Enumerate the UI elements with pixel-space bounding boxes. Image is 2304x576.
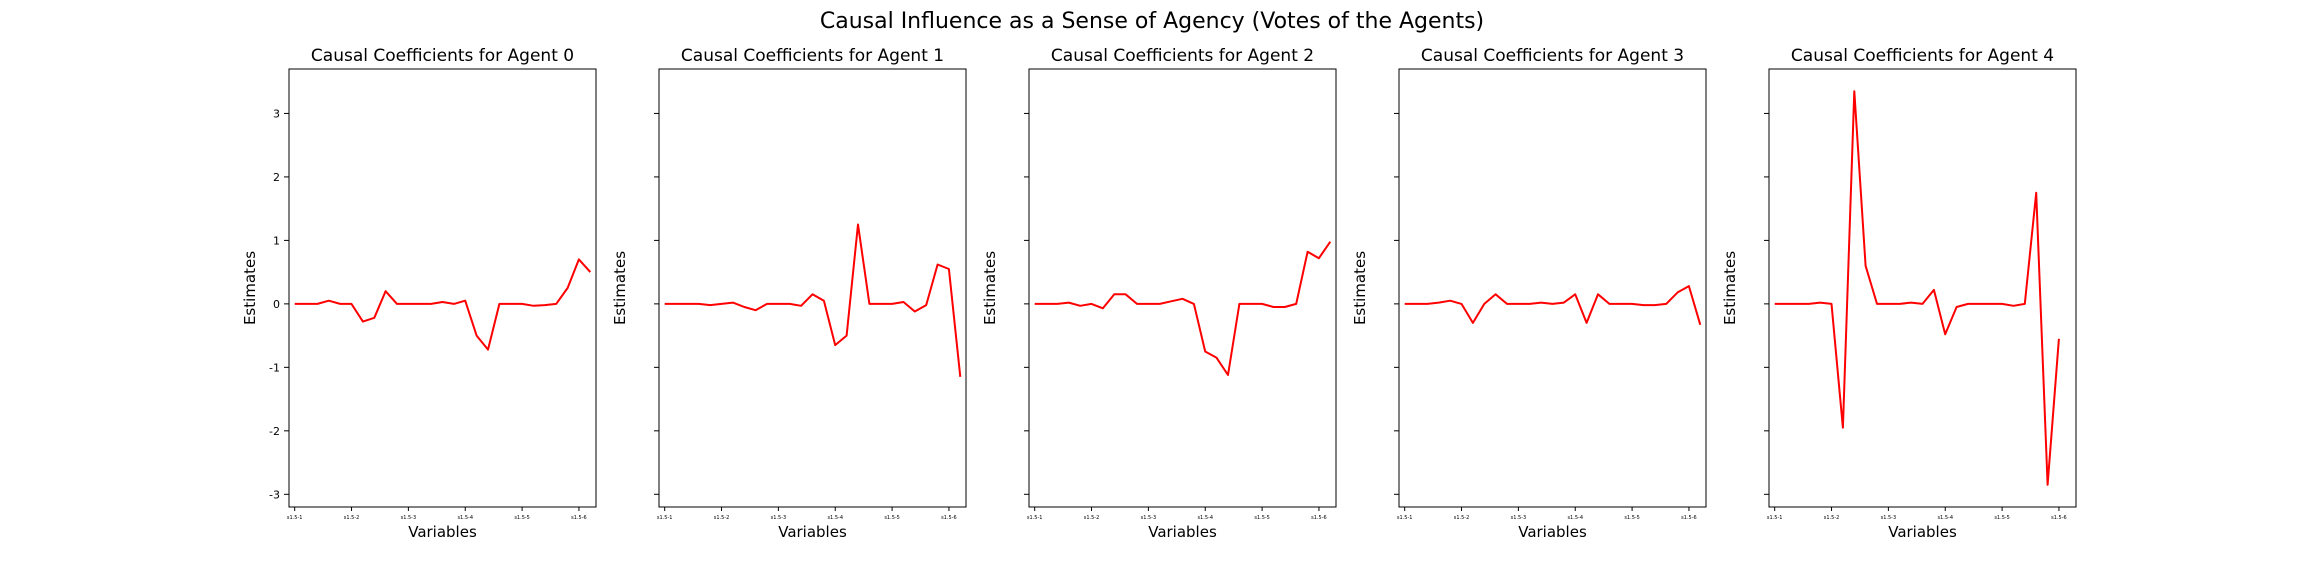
series-line [1034, 241, 1332, 376]
x-tick-label: s1.5-4 [457, 515, 473, 521]
x-tick-label: s1.5-5 [1624, 515, 1640, 521]
subplot-agent-0: Causal Coefficients for Agent 0 -3 -2 -1 0 1 2… [241, 46, 597, 541]
x-tick-label: s1.5-2 [1454, 515, 1470, 521]
series-line [294, 258, 592, 351]
subplot-title: Causal Coefficients for Agent 1 [681, 46, 944, 66]
plot-frame [1028, 68, 1337, 508]
x-tick-label: s1.5-3 [1881, 515, 1897, 521]
y-axis-label: Estimates [241, 251, 259, 325]
subplot-grid: Causal Coefficients for Agent 0 -3 -2 -1 0 1 2… [241, 46, 2077, 541]
x-tick-label: s1.5-6 [2051, 515, 2067, 521]
x-tick-label: s1.5-6 [571, 515, 587, 521]
x-tick-label: s1.5-3 [1511, 515, 1527, 521]
x-tick-label: s1.5-3 [401, 515, 417, 521]
x-tick-label: s1.5-3 [1141, 515, 1157, 521]
x-tick-label: s1.5-1 [1397, 515, 1413, 521]
subplot-agent-2: Causal Coefficients for Agent 2 s1.5-1 s1.… [981, 46, 1337, 541]
plot-frame [288, 68, 597, 508]
x-tick-label: s1.5-2 [714, 515, 730, 521]
x-tick-label: s1.5-2 [344, 515, 360, 521]
x-tick-label: s1.5-5 [1994, 515, 2010, 521]
y-tick-label: 2 [273, 171, 280, 184]
subplot-title: Causal Coefficients for Agent 4 [1791, 46, 2054, 66]
x-tick-label: s1.5-6 [1311, 515, 1327, 521]
x-tick-label: s1.5-2 [1084, 515, 1100, 521]
x-tick-label: s1.5-5 [1254, 515, 1270, 521]
x-tick-label: s1.5-1 [1767, 515, 1783, 521]
y-axis-label: Estimates [611, 251, 629, 325]
x-tick-label: s1.5-1 [1027, 515, 1043, 521]
x-axis-label: Variables [1888, 523, 1957, 541]
y-axis-label: Estimates [1351, 251, 1369, 325]
x-tick-label: s1.5-3 [771, 515, 787, 521]
y-tick-label: 3 [273, 107, 280, 120]
x-tick-label: s1.5-5 [514, 515, 530, 521]
y-tick-label: 0 [273, 298, 280, 311]
figure-title: Causal Influence as a Sense of Agency (V… [820, 9, 1484, 34]
plot-frame [658, 68, 967, 508]
x-tick-label: s1.5-5 [884, 515, 900, 521]
x-axis-label: Variables [1148, 523, 1217, 541]
series-line [1404, 285, 1702, 326]
x-tick-label: s1.5-1 [657, 515, 673, 521]
subplot-title: Causal Coefficients for Agent 2 [1051, 46, 1314, 66]
x-tick-label: s1.5-6 [941, 515, 957, 521]
y-tick-label: 1 [273, 234, 280, 247]
y-tick-label: -2 [269, 425, 280, 438]
x-axis-label: Variables [408, 523, 477, 541]
y-axis-label: Estimates [1721, 251, 1739, 325]
series-line [1774, 90, 2060, 486]
subplot-title: Causal Coefficients for Agent 0 [311, 46, 574, 66]
x-axis-label: Variables [1518, 523, 1587, 541]
y-tick-label: -1 [269, 361, 280, 374]
subplot-agent-1: Causal Coefficients for Agent 1 s1.5-1 s1.… [611, 46, 967, 541]
y-axis-label: Estimates [981, 251, 999, 325]
subplot-agent-3: Causal Coefficients for Agent 3 s1.5-1 s1.… [1351, 46, 1707, 541]
x-tick-label: s1.5-4 [827, 515, 843, 521]
x-tick-label: s1.5-6 [1681, 515, 1697, 521]
x-tick-label: s1.5-2 [1824, 515, 1840, 521]
plot-frame [1768, 68, 2077, 508]
x-tick-label: s1.5-4 [1197, 515, 1213, 521]
x-tick-label: s1.5-4 [1937, 515, 1953, 521]
y-tick-label: -3 [269, 488, 280, 501]
x-tick-label: s1.5-1 [287, 515, 303, 521]
x-tick-label: s1.5-4 [1567, 515, 1583, 521]
plot-frame [1398, 68, 1707, 508]
subplot-agent-4: Causal Coefficients for Agent 4 s1.5-1 s1.… [1721, 46, 2077, 541]
subplot-title: Causal Coefficients for Agent 3 [1421, 46, 1684, 66]
x-axis-label: Variables [778, 523, 847, 541]
series-line [664, 223, 962, 378]
